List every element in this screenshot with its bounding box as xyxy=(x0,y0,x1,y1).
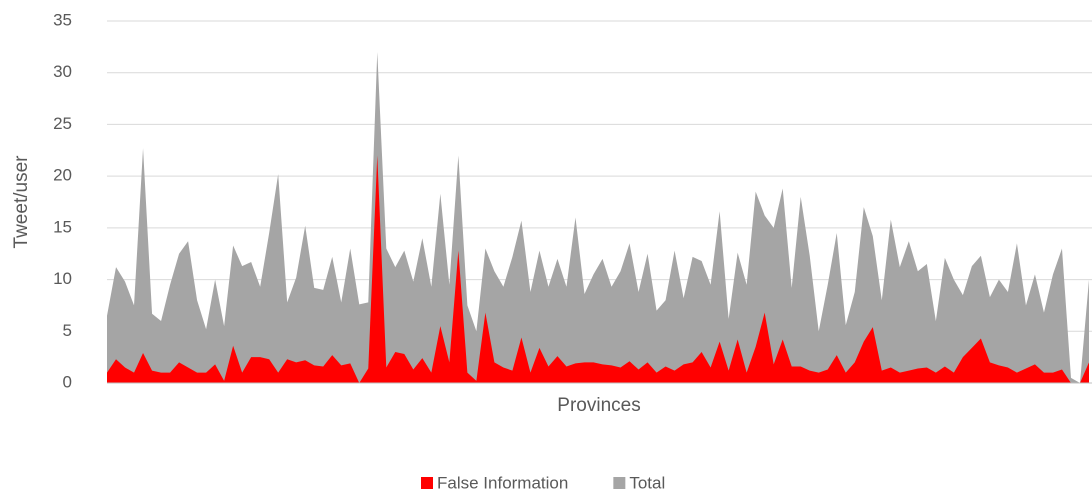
y-tick-label: 15 xyxy=(53,217,72,236)
legend-swatch xyxy=(613,477,626,489)
y-tick-label: 35 xyxy=(53,10,72,29)
y-tick-label: 20 xyxy=(53,166,72,185)
y-tick-label: 25 xyxy=(53,114,72,133)
legend-swatch xyxy=(421,477,433,489)
legend-label: False Information xyxy=(437,473,568,492)
area xyxy=(107,52,1089,384)
y-tick-label: 0 xyxy=(63,372,72,391)
y-tick-label: 10 xyxy=(53,269,72,288)
x-axis-title: Provinces xyxy=(557,395,640,416)
y-tick-label: 5 xyxy=(63,321,72,340)
legend-label: Total xyxy=(629,473,665,492)
y-tick-label: 30 xyxy=(53,62,72,81)
y-axis-title: Tweet/user xyxy=(11,155,32,249)
